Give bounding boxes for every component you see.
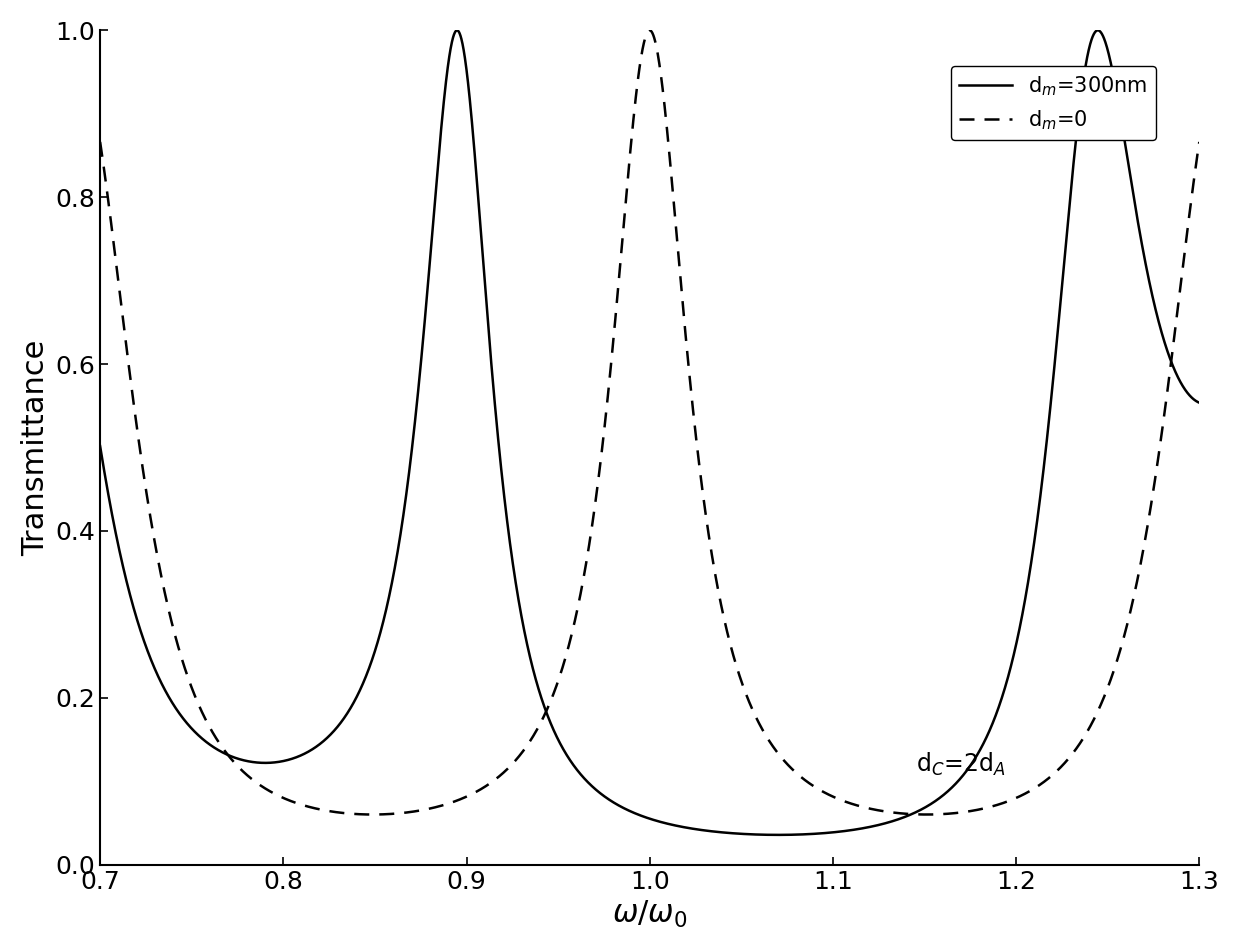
- d$_m$=0: [808, 782, 823, 793]
- d$_m$=300nm: [513, 604, 528, 615]
- d$_m$=0: [1192, 136, 1207, 147]
- d$_m$=0: [997, 797, 1012, 808]
- d$_m$=0: [365, 808, 379, 820]
- d$_m$=0: [753, 719, 768, 730]
- d$_m$=300nm: [293, 750, 308, 762]
- Line: d$_m$=300nm: d$_m$=300nm: [100, 30, 1199, 835]
- d$_m$=0: [293, 799, 308, 810]
- d$_m$=300nm: [914, 805, 929, 816]
- d$_m$=0: [93, 136, 108, 147]
- d$_m$=300nm: [450, 25, 465, 36]
- d$_m$=300nm: [771, 829, 786, 841]
- d$_m$=300nm: [753, 829, 768, 841]
- d$_m$=300nm: [808, 828, 823, 840]
- Y-axis label: Transmittance: Transmittance: [21, 340, 50, 555]
- d$_m$=300nm: [1192, 397, 1207, 408]
- Legend: d$_m$=300nm, d$_m$=0: d$_m$=300nm, d$_m$=0: [951, 66, 1156, 140]
- d$_m$=0: [914, 808, 929, 820]
- Line: d$_m$=0: d$_m$=0: [100, 30, 1199, 814]
- d$_m$=0: [513, 749, 528, 761]
- X-axis label: $\omega/\omega_0$: $\omega/\omega_0$: [613, 899, 687, 930]
- Text: d$_C$=2d$_A$: d$_C$=2d$_A$: [916, 751, 1006, 778]
- d$_m$=300nm: [93, 440, 108, 452]
- d$_m$=0: [642, 25, 657, 36]
- d$_m$=300nm: [997, 685, 1012, 696]
